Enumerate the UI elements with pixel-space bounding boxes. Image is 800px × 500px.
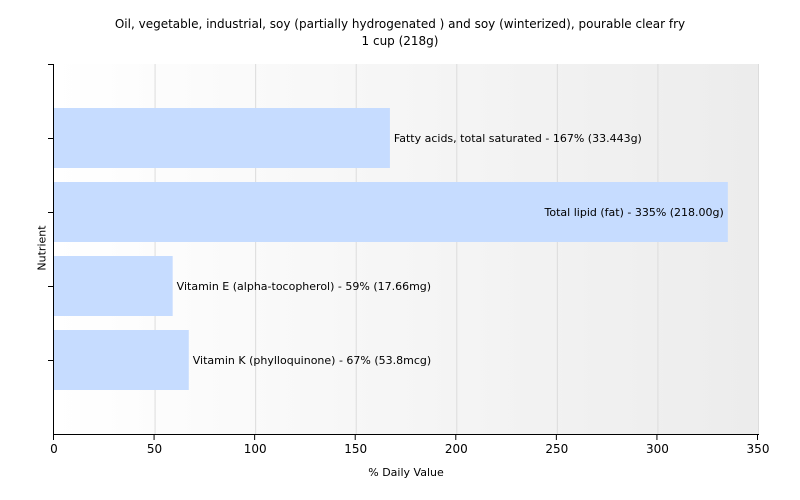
x-tick-label: 150 — [344, 442, 367, 456]
bar-data-label: Total lipid (fat) - 335% (218.00g) — [544, 206, 724, 219]
bar-data-label: Fatty acids, total saturated - 167% (33.… — [394, 132, 642, 145]
bar — [54, 108, 390, 168]
x-tick-label: 50 — [147, 442, 162, 456]
bar-data-label: Vitamin K (phylloquinone) - 67% (53.8mcg… — [193, 354, 431, 367]
x-tick-label: 300 — [646, 442, 669, 456]
y-axis-label: Nutrient — [35, 225, 49, 271]
bar — [54, 182, 728, 242]
x-tick-label: 200 — [445, 442, 468, 456]
x-axis-label: % Daily Value — [368, 466, 444, 479]
chart-title-block: Oil, vegetable, industrial, soy (partial… — [0, 16, 800, 50]
x-tick-label: 250 — [545, 442, 568, 456]
x-tick-label: 100 — [244, 442, 267, 456]
bar — [54, 256, 173, 316]
x-tick-label: 0 — [50, 442, 58, 456]
x-tick-label: 350 — [747, 442, 770, 456]
chart-title: Oil, vegetable, industrial, soy (partial… — [114, 17, 686, 31]
bar — [54, 330, 189, 390]
chart-subtitle: 1 cup (218g) — [361, 34, 439, 48]
bar-data-label: Vitamin E (alpha-tocopherol) - 59% (17.6… — [177, 280, 431, 293]
